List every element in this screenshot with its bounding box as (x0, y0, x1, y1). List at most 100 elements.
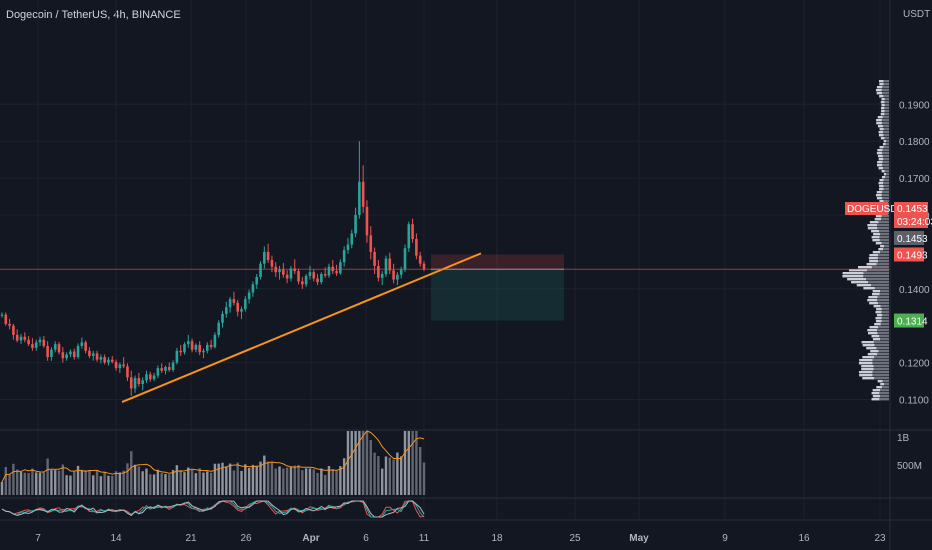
candle-body (34, 342, 38, 348)
profile-bar-down (879, 398, 889, 401)
x-tick-label: 6 (363, 533, 369, 544)
profile-bar-down (883, 158, 889, 161)
candle-body (72, 351, 76, 358)
profile-bar-down (874, 377, 889, 380)
profile-bar-down (865, 278, 889, 281)
profile-bar-up (878, 131, 884, 134)
profile-bar-up (859, 359, 873, 362)
profile-bar-down (872, 374, 889, 377)
candle-body (240, 309, 243, 312)
grid (0, 0, 890, 520)
profile-bar-down (882, 116, 889, 119)
volume-bar (323, 474, 327, 495)
volume-bar (137, 466, 141, 495)
candle-body (320, 274, 323, 283)
profile-bar-up (881, 170, 885, 173)
candle-body (327, 266, 331, 276)
x-tick-label: 25 (569, 533, 581, 544)
candle-body (278, 269, 281, 273)
volume-bar (187, 467, 190, 495)
profile-bar-down (872, 359, 889, 362)
volume-bar (263, 455, 266, 495)
profile-bar-up (883, 173, 887, 176)
profile-bar-down (878, 260, 889, 263)
profile-bar-up (869, 254, 879, 257)
candle-body (377, 265, 380, 278)
profile-bar-up (876, 86, 883, 89)
profile-bar-up (876, 386, 883, 389)
candle-body (282, 269, 285, 275)
candle-body (312, 272, 316, 279)
profile-bar-up (878, 182, 884, 185)
profile-bar-down (881, 308, 889, 311)
volume-bar (327, 466, 331, 495)
candle-body (301, 281, 304, 285)
profile-bar-up (878, 248, 884, 251)
candle-body (263, 251, 266, 264)
last-price-tag-bg (894, 231, 924, 245)
profile-bar-up (867, 299, 878, 302)
volume-bar (251, 464, 255, 495)
x-tick-label: 26 (240, 533, 252, 544)
profile-bar-down (871, 266, 889, 269)
candle-body (175, 350, 179, 363)
candle-body (270, 260, 274, 267)
trendline-layer (0, 252, 890, 404)
profile-bar-down (884, 110, 889, 113)
profile-bar-down (886, 140, 889, 143)
candle-body (8, 323, 11, 326)
volume-bar (8, 473, 11, 495)
profile-bar-down (879, 389, 889, 392)
profile-bar-up (873, 305, 881, 308)
profile-bar-up (858, 362, 873, 365)
candle-body (50, 349, 53, 358)
candle-body (186, 341, 190, 345)
x-tick-label: 14 (110, 533, 122, 544)
profile-bar-down (876, 347, 889, 350)
profile-bar-down (874, 344, 889, 347)
candle-body (133, 378, 137, 389)
profile-bar-down (882, 386, 889, 389)
stop-price-tag: 0.1493 (897, 250, 928, 261)
profile-bar-down (880, 290, 889, 293)
volume-bar (130, 451, 133, 495)
profile-bar-up (867, 353, 878, 356)
profile-bar-up (867, 227, 878, 230)
profile-bar-up (867, 224, 878, 227)
volume-bar (12, 463, 15, 495)
candle-body (107, 359, 110, 363)
volume-bar (308, 468, 312, 495)
profile-bar-down (877, 224, 889, 227)
volume-bar (38, 472, 42, 495)
profile-bar-up (876, 119, 882, 122)
volume-bar (331, 469, 334, 495)
volume-bar (240, 470, 243, 495)
profile-bar-up (875, 194, 882, 197)
profile-bar-up (878, 158, 884, 161)
profile-bar-down (881, 215, 889, 218)
profile-bar-down (883, 182, 889, 185)
volume-bar (213, 463, 217, 495)
volume-bar (111, 475, 114, 495)
profile-bar-down (884, 170, 889, 173)
position-tool[interactable] (431, 254, 564, 321)
candle-body (342, 250, 346, 263)
profile-bar-down (882, 152, 889, 155)
candle-body (12, 325, 15, 335)
candle-body (228, 299, 232, 308)
candle-body (61, 352, 65, 359)
profile-bar-down (883, 167, 889, 170)
candle-body (27, 339, 30, 345)
chart-title: Dogecoin / TetherUS, 4h, BINANCE (6, 9, 181, 21)
volume-bar (407, 431, 410, 495)
profile-bar-down (877, 296, 889, 299)
profile-bar-up (879, 128, 884, 131)
candle-body (198, 344, 201, 353)
profile-bar-down (883, 95, 889, 98)
profile-bar-up (876, 314, 883, 317)
volume-bar (42, 472, 46, 495)
candle-body (205, 344, 209, 351)
profile-bar-down (881, 242, 889, 245)
profile-bar-up (876, 152, 883, 155)
